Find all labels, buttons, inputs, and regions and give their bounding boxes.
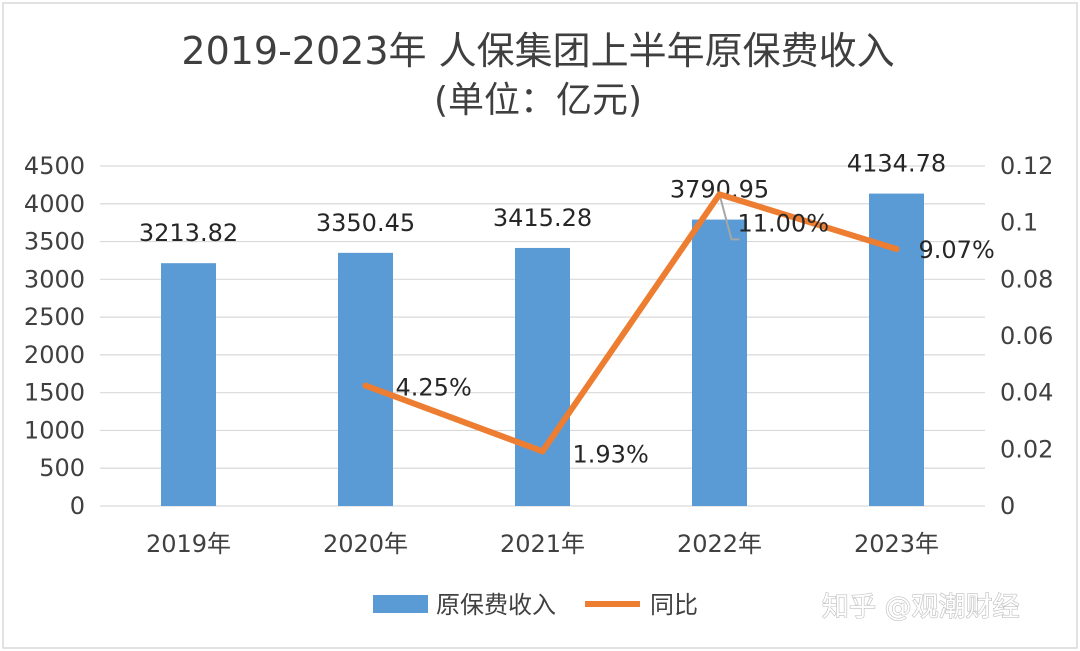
yoy-line	[362, 191, 900, 455]
right-axis-ticks: 0 0.02 0.04 0.06 0.08 0.1 0.12	[1000, 152, 1053, 520]
left-tick-label: 4000	[24, 190, 85, 218]
bar-series	[161, 193, 924, 507]
line-value-label: 11.00%	[738, 209, 830, 237]
x-tick-label: 2023年	[854, 530, 939, 558]
legend-bar-swatch	[373, 595, 428, 613]
right-tick-label: 0.08	[1000, 265, 1053, 293]
left-axis-ticks: 0 500 1000 1500 2000 2500 3000 3500 4000 4500	[24, 152, 85, 520]
right-tick-label: 0.06	[1000, 322, 1053, 350]
legend: 原保费收入 同比	[373, 591, 698, 619]
label-leader-lines	[718, 194, 740, 241]
left-tick-label: 3500	[24, 228, 85, 256]
left-tick-label: 2000	[24, 341, 85, 369]
x-tick-label: 2021年	[500, 530, 585, 558]
right-tick-label: 0	[1000, 492, 1015, 520]
x-axis-ticks: 2019年 2020年 2021年 2022年 2023年	[146, 530, 939, 558]
line-point	[539, 448, 546, 455]
x-tick-label: 2019年	[146, 530, 231, 558]
legend-line-label: 同比	[650, 591, 698, 619]
x-tick-label: 2020年	[323, 530, 408, 558]
gridlines	[100, 165, 985, 507]
left-tick-label: 1000	[24, 416, 85, 444]
left-tick-label: 0	[70, 492, 85, 520]
bar	[515, 247, 570, 507]
bar-value-label: 4134.78	[847, 150, 946, 178]
bar	[161, 263, 216, 506]
line-point	[893, 246, 900, 253]
watermark: 知乎 @观潮财经	[822, 592, 1020, 623]
bar-value-label: 3350.45	[316, 209, 415, 237]
label-leader	[718, 194, 740, 241]
bar-value-label: 3415.28	[493, 204, 592, 232]
right-tick-label: 0.04	[1000, 379, 1053, 407]
line-point	[716, 191, 723, 198]
left-tick-label: 4500	[24, 152, 85, 180]
left-tick-label: 2500	[24, 303, 85, 331]
line-series	[362, 191, 900, 455]
right-tick-label: 0.1	[1000, 209, 1038, 237]
line-data-labels: 4.25% 1.93% 11.00% 9.07%	[396, 209, 995, 468]
left-tick-label: 1500	[24, 379, 85, 407]
left-tick-label: 500	[39, 454, 85, 482]
bar	[692, 219, 747, 506]
line-value-label: 1.93%	[573, 440, 649, 468]
x-tick-label: 2022年	[677, 530, 762, 558]
line-point	[362, 382, 369, 389]
chart-subtitle: (单位：亿元)	[434, 80, 642, 121]
right-tick-label: 0.02	[1000, 435, 1053, 463]
bar-value-label: 3213.82	[139, 219, 238, 247]
chart-title: 2019-2023年 人保集团上半年原保费收入	[181, 29, 894, 73]
line-value-label: 4.25%	[396, 374, 472, 402]
line-value-label: 9.07%	[919, 236, 995, 264]
right-tick-label: 0.12	[1000, 152, 1053, 180]
legend-bar-label: 原保费收入	[436, 591, 556, 619]
bar	[338, 252, 393, 506]
left-tick-label: 3000	[24, 265, 85, 293]
